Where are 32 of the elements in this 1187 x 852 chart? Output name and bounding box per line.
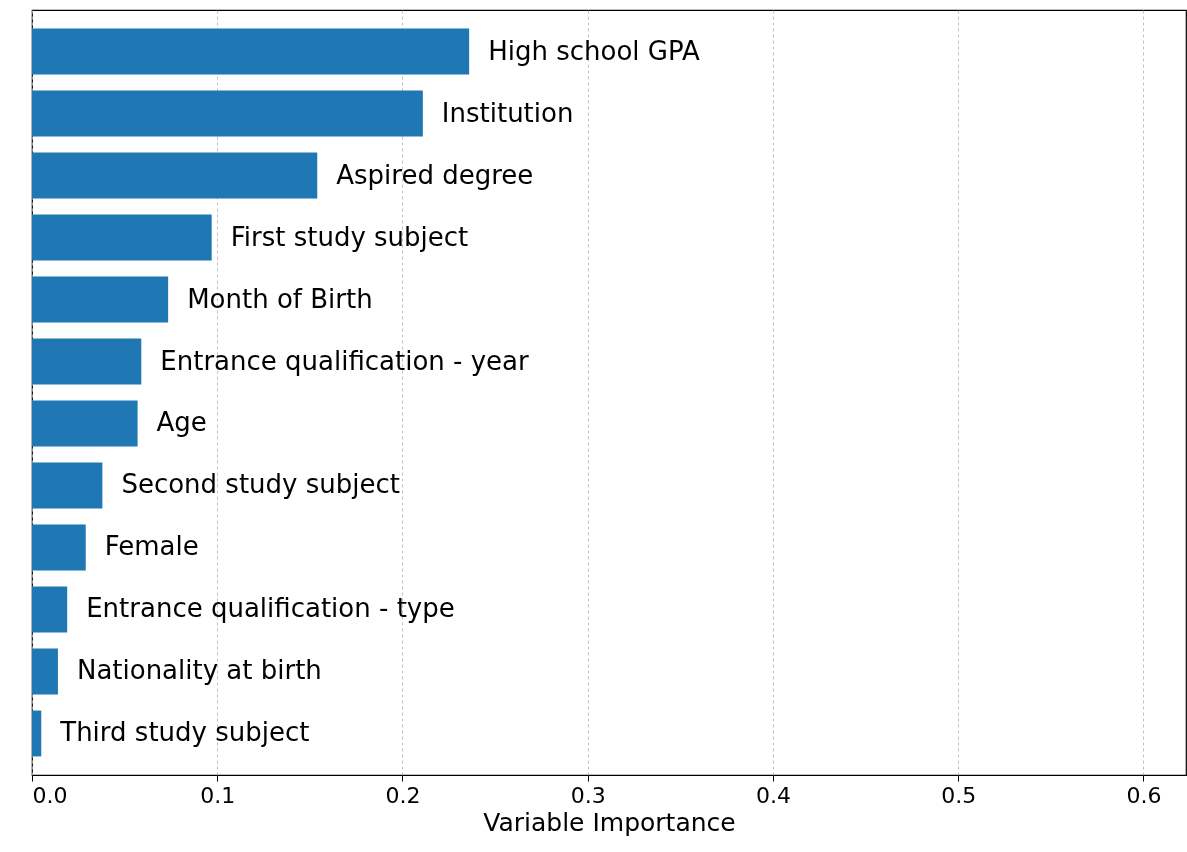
x-axis-title: Variable Importance [483,807,736,837]
y-tick-label: Age [156,407,207,438]
bar [32,90,423,137]
y-tick-label: Second study subject [121,469,400,500]
y-tick-label: Third study subject [59,717,310,748]
x-tick-label: 0.4 [755,782,791,808]
x-tick-label: 0.3 [570,782,606,808]
x-tick-label: 0.0 [32,782,68,808]
bar [32,214,212,261]
bar [32,586,68,633]
y-tick-label: Entrance qualification - year [160,345,530,376]
y-tick-label: Institution [441,97,574,128]
bar [32,648,58,695]
bar [32,462,103,509]
y-tick-label: Aspired degree [336,159,534,190]
bar [32,710,42,757]
x-tick-label: 0.5 [941,782,977,808]
x-tick-label: 0.6 [1126,782,1162,808]
y-tick-label: First study subject [230,221,469,252]
x-tick-label: 0.2 [385,782,421,808]
y-tick-label: Female [104,531,199,562]
bar [32,276,169,323]
bar [32,152,318,199]
bar [32,524,86,571]
y-tick-label: Nationality at birth [76,655,322,686]
y-tick-label: Entrance qualification - type [86,593,455,624]
x-tick-label: 0.1 [200,782,236,808]
y-tick-label: Month of Birth [187,283,373,314]
bar [32,400,138,447]
bar [32,28,470,75]
bar [32,338,142,385]
y-tick-label: High school GPA [488,35,700,66]
